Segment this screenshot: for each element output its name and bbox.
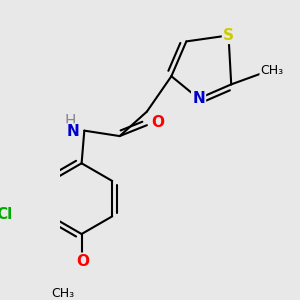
Text: CH₃: CH₃ — [260, 64, 283, 77]
Text: O: O — [76, 254, 89, 269]
Text: N: N — [192, 91, 205, 106]
Text: S: S — [223, 28, 234, 43]
Text: N: N — [67, 124, 80, 140]
Text: CH₃: CH₃ — [51, 287, 74, 300]
Text: H: H — [65, 114, 76, 129]
Text: O: O — [151, 115, 164, 130]
Text: Cl: Cl — [0, 208, 13, 223]
